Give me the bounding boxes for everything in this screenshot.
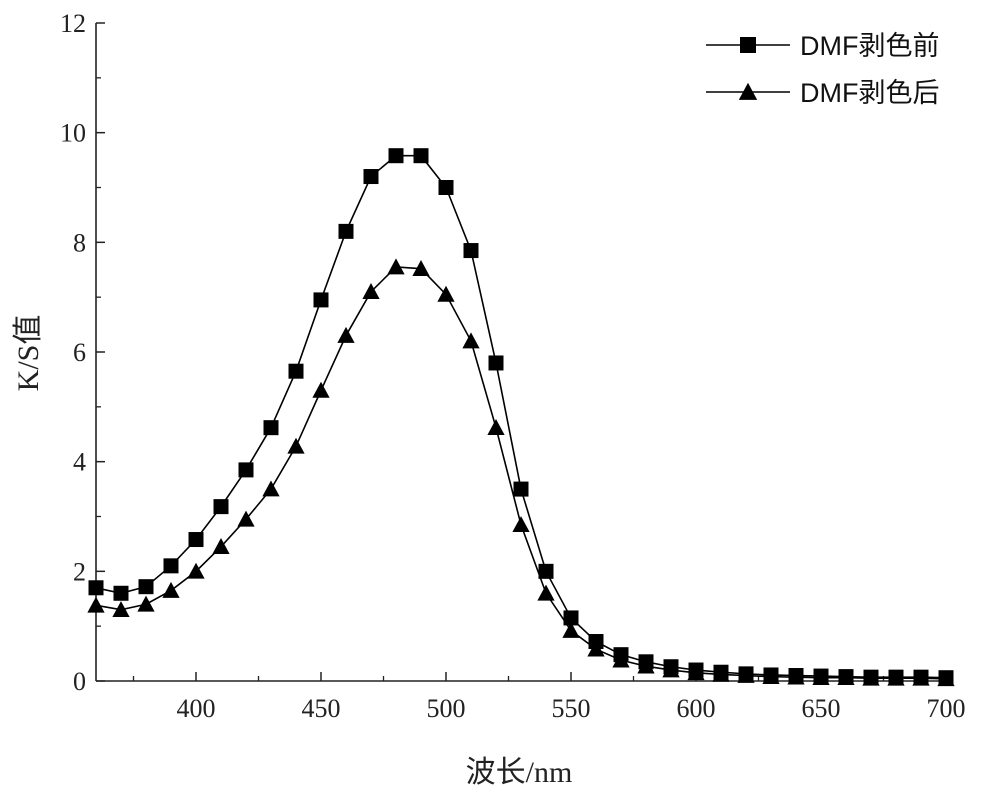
data-point-square <box>563 610 579 626</box>
data-point-square <box>413 148 429 164</box>
legend: DMF剥色前 DMF剥色后 <box>706 31 939 108</box>
data-point-triangle <box>162 581 180 598</box>
data-point-triangle <box>812 669 830 686</box>
x-axis-title: 波长/nm <box>466 756 573 789</box>
data-point-triangle <box>787 668 805 685</box>
legend-marker <box>738 82 758 100</box>
series-line <box>95 266 947 680</box>
x-tick-label: 700 <box>927 694 966 723</box>
data-point-triangle <box>462 332 480 349</box>
x-tick-label: 400 <box>177 694 216 723</box>
data-point-triangle <box>712 665 730 682</box>
legend-marker <box>740 37 756 53</box>
data-point-triangle <box>87 596 105 613</box>
data-point-triangle <box>187 562 205 579</box>
x-tick-label: 600 <box>677 694 716 723</box>
data-point-square <box>138 579 154 595</box>
x-tick-label: 650 <box>802 694 841 723</box>
legend-item-1: DMF剥色前 <box>706 31 939 61</box>
x-axis: 400 450 500 550 600 650 700 <box>132 672 966 723</box>
data-point-triangle <box>487 419 505 436</box>
y-tick-label: 4 <box>73 448 86 477</box>
data-point-triangle <box>212 538 230 554</box>
data-point-square <box>263 420 279 436</box>
data-point-square <box>313 292 329 308</box>
data-point-square <box>88 580 104 596</box>
data-point-triangle <box>337 326 355 343</box>
data-point-square <box>538 563 554 579</box>
data-point-triangle <box>362 283 380 300</box>
legend-item-2: DMF剥色后 <box>706 78 939 108</box>
data-point-square <box>488 355 504 371</box>
data-point-triangle <box>687 664 705 681</box>
data-point-triangle <box>912 669 930 686</box>
data-point-square <box>163 558 179 574</box>
data-point-square <box>463 243 479 259</box>
series-line <box>95 154 947 679</box>
y-tick-label: 6 <box>73 338 86 367</box>
y-tick-label: 2 <box>73 557 86 586</box>
x-tick-label: 450 <box>302 694 341 723</box>
data-point-triangle <box>937 670 955 687</box>
data-point-square <box>338 223 354 239</box>
y-tick-label: 12 <box>60 9 86 38</box>
data-point-triangle <box>837 669 855 686</box>
data-point-square <box>438 180 454 195</box>
data-point-triangle <box>137 595 155 612</box>
data-point-square <box>513 481 529 497</box>
data-point-triangle <box>262 480 280 497</box>
y-axis: 0 2 4 6 8 10 12 <box>60 9 105 696</box>
data-point-triangle <box>412 260 430 276</box>
y-tick-label: 10 <box>60 119 86 148</box>
data-point-triangle <box>512 516 530 533</box>
data-point-triangle <box>862 669 880 686</box>
data-point-triangle <box>887 669 905 686</box>
series-1 <box>88 148 954 686</box>
data-point-square <box>213 499 229 515</box>
data-point-square <box>238 462 254 478</box>
data-point-square <box>288 363 304 379</box>
data-point-square <box>388 148 404 164</box>
data-point-triangle <box>562 621 580 638</box>
legend-label: DMF剥色前 <box>800 31 939 61</box>
data-point-triangle <box>637 657 655 674</box>
y-axis-title: K/S值 <box>12 315 45 392</box>
data-point-triangle <box>387 258 405 275</box>
data-point-triangle <box>112 601 130 618</box>
data-point-triangle <box>587 640 605 657</box>
data-point-triangle <box>612 651 630 668</box>
data-point-triangle <box>537 584 555 601</box>
data-point-square <box>188 532 204 548</box>
y-tick-label: 0 <box>73 667 86 696</box>
data-point-triangle <box>287 437 305 454</box>
data-point-triangle <box>662 661 680 678</box>
data-point-square <box>113 585 129 601</box>
x-tick-label: 500 <box>427 694 466 723</box>
legend-label: DMF剥色后 <box>800 78 939 108</box>
x-tick-label: 550 <box>552 694 591 723</box>
data-point-triangle <box>237 510 255 527</box>
data-point-triangle <box>312 381 330 398</box>
data-point-triangle <box>437 285 455 302</box>
data-point-triangle <box>737 666 755 683</box>
data-point-triangle <box>762 667 780 684</box>
data-point-square <box>363 169 379 185</box>
series-layer <box>87 148 955 687</box>
series-2 <box>87 258 955 687</box>
y-tick-label: 8 <box>73 228 86 257</box>
plot-frame <box>95 23 946 682</box>
